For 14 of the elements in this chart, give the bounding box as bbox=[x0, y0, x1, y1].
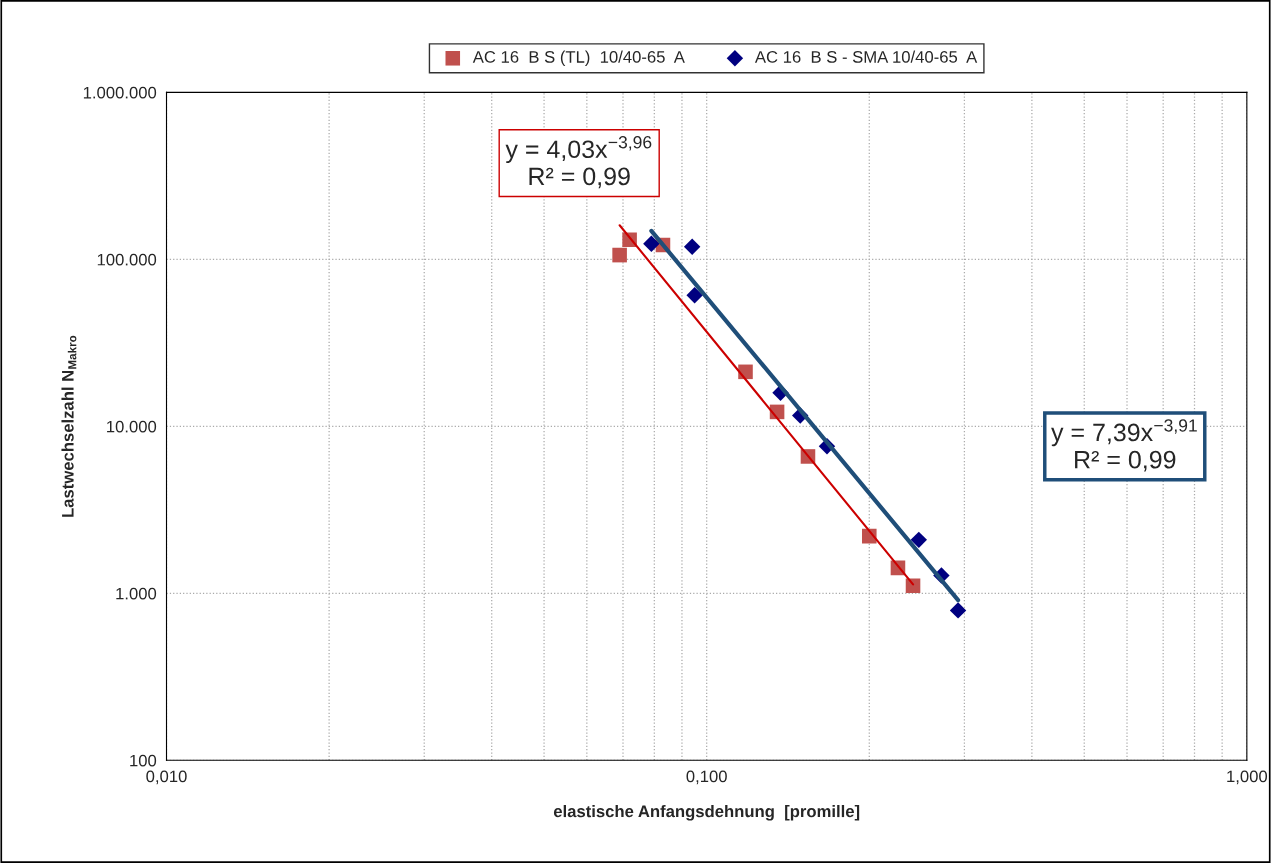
y-tick-label: 1.000 bbox=[116, 587, 157, 600]
y-tick-label: 10.000 bbox=[107, 420, 157, 433]
annotation: y = 7,39x$^{−3,91}$ R² = 0,99 bbox=[1051, 419, 1197, 472]
x-tick-label: 1,000 bbox=[1227, 770, 1268, 785]
x-tick-label: 0,010 bbox=[146, 770, 187, 785]
legend-label: AC 16 B S (TL) 10/40-65 A bbox=[472, 50, 685, 67]
legend-label: AC 16 B S - SMA 10/40-65 A bbox=[754, 50, 978, 63]
y-tick-label: 1.000.000 bbox=[83, 86, 157, 99]
annotation: y = 4,03x$^{−3,96}$ R² = 0,99 bbox=[505, 136, 652, 189]
x-axis-title: elastische Anfangsdehnung [promille] bbox=[553, 805, 860, 821]
x-tick-label: 0,100 bbox=[686, 770, 727, 785]
y-tick-label: 100.000 bbox=[97, 253, 157, 266]
y-tick-label: 100 bbox=[130, 754, 157, 767]
y-axis-title: Lastwechselzahl N$_{Makro}$ bbox=[61, 335, 77, 517]
